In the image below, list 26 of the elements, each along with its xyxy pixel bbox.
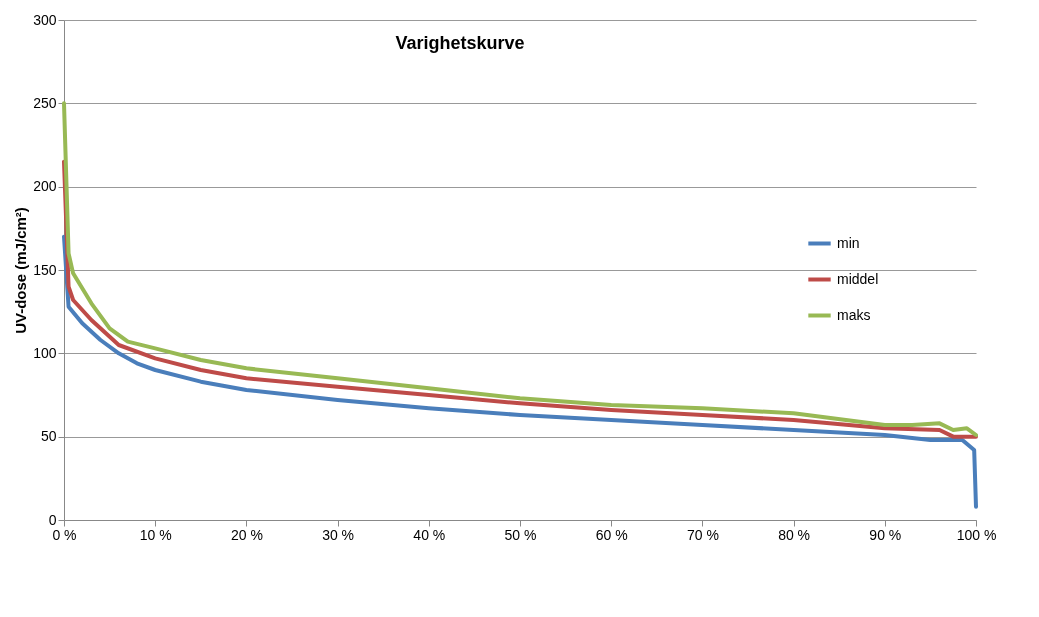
x-tick-label: 30 % xyxy=(322,526,355,543)
y-tick-label: 0 xyxy=(48,511,57,528)
y-tick-label: 300 xyxy=(33,11,57,28)
x-tick-label: 60 % xyxy=(595,526,628,543)
x-tick-label: 10 % xyxy=(139,526,172,543)
x-tick-label: 0 % xyxy=(52,526,77,543)
y-tick-label: 200 xyxy=(33,178,57,195)
x-tick-label: 90 % xyxy=(869,526,902,543)
y-axis-title: UV-dose (mJ/cm²) xyxy=(12,207,30,334)
line-series xyxy=(62,234,978,509)
x-tick-label: 40 % xyxy=(413,526,446,543)
y-tick-label: 100 xyxy=(33,344,57,361)
legend-label: middel xyxy=(837,270,879,287)
text: Varighetskurve xyxy=(395,33,525,53)
x-tick-label: 80 % xyxy=(778,526,811,543)
x-tick-label: 20 % xyxy=(230,526,263,543)
y-tick-label: 150 xyxy=(33,261,57,278)
y-tick-label: 250 xyxy=(33,94,57,111)
y-tick-label: 50 xyxy=(40,428,57,445)
x-tick-label: 70 % xyxy=(686,526,719,543)
legend-label: maks xyxy=(837,306,871,323)
line-series xyxy=(62,101,978,437)
x-tick-label: 50 % xyxy=(504,526,537,543)
line-series xyxy=(62,159,978,439)
x-tick-label: 100 % xyxy=(956,526,997,543)
legend-label: min xyxy=(837,234,860,251)
